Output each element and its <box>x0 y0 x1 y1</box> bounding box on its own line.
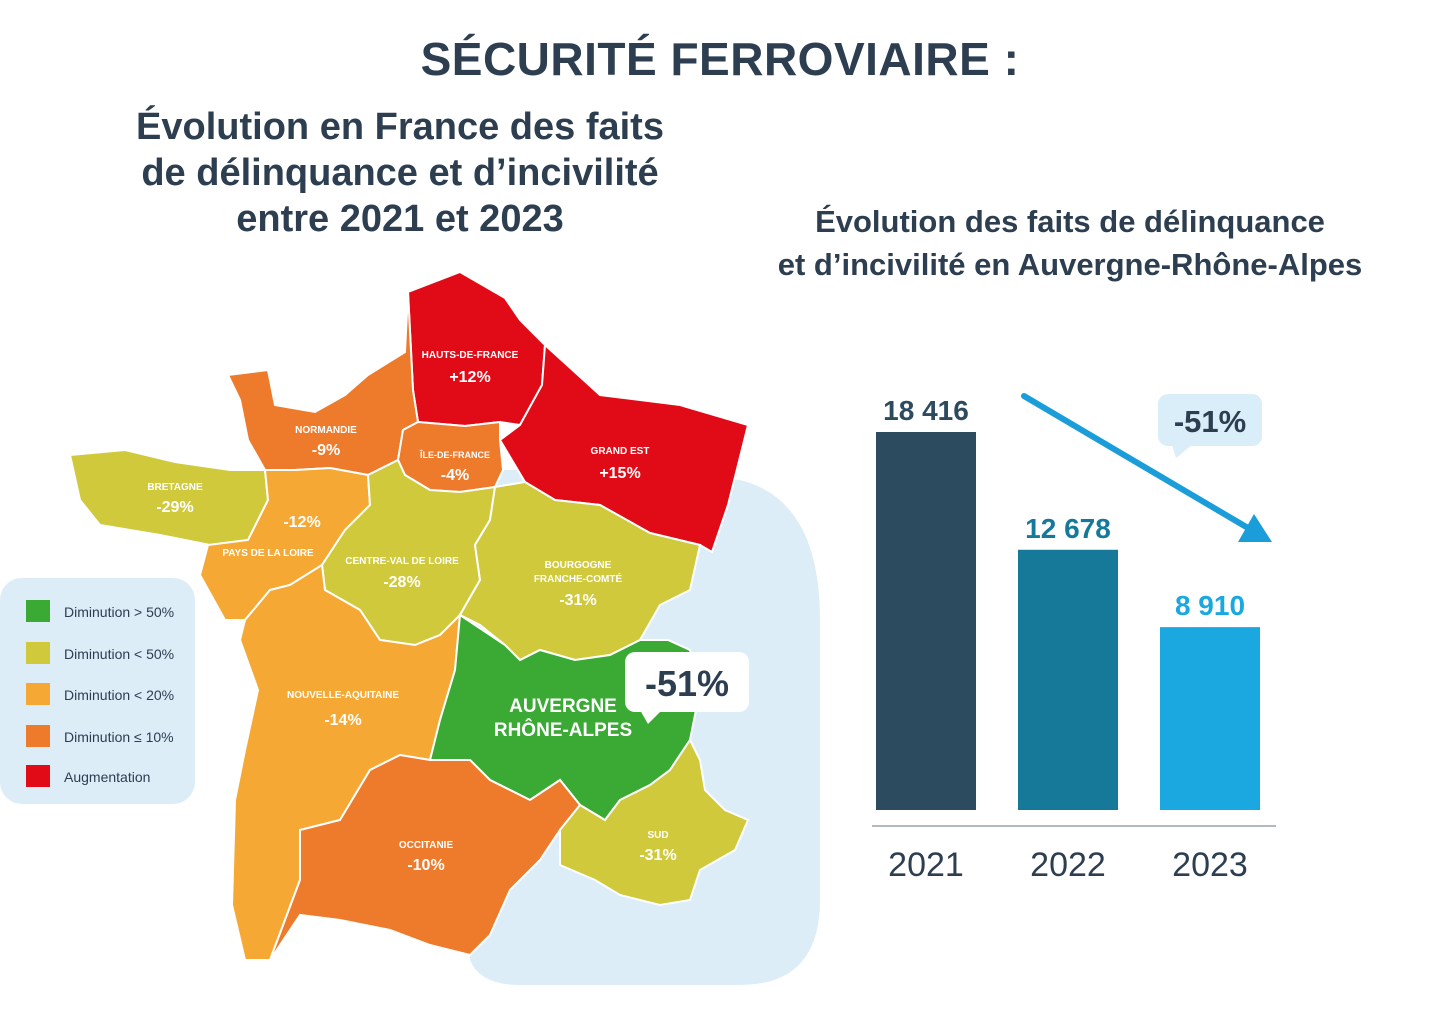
legend-swatch-2 <box>26 683 50 705</box>
map-callout-tail <box>640 710 662 724</box>
region-shape-occitanie <box>269 753 582 961</box>
legend-swatch-3 <box>26 725 50 747</box>
map-title-line-2: de délinquance et d’incivilité <box>141 152 659 194</box>
bar-value-label-2021: 18 416 <box>883 395 969 426</box>
region-shape-sud <box>559 738 750 907</box>
region-shape-hauts-de-france <box>406 270 547 428</box>
france-regions-map: HAUTS-DE-FRANCE +12% GRAND EST +15% NORM… <box>0 270 820 985</box>
x-tick-label-2021: 2021 <box>888 846 964 884</box>
trend-callout-text: -51% <box>1174 404 1246 439</box>
region-label-bourgogne: BOURGOGNE <box>545 560 612 571</box>
trend-callout: -51% <box>1158 394 1262 458</box>
map-title-line-1: Évolution en France des faits <box>136 106 664 148</box>
region-label-franche-comte: FRANCHE-COMTÉ <box>534 572 623 585</box>
region-value-bretagne: -29% <box>156 499 193 516</box>
region-label-ile-de-france: ÎLE-DE-FRANCE <box>419 449 490 460</box>
region-label-normandie: NORMANDIE <box>295 425 357 436</box>
map-legend: Diminution > 50% Diminution < 50% Diminu… <box>26 600 174 787</box>
region-value-bourgogne-franche-comte: -31% <box>559 592 596 609</box>
bar-marks: 18 416 12 678 8 910 <box>876 395 1260 810</box>
legend-label-4: Augmentation <box>64 769 150 785</box>
region-value-grand-est: +15% <box>599 465 640 482</box>
region-label-bretagne: BRETAGNE <box>147 482 203 493</box>
region-label-grand-est: GRAND EST <box>591 446 650 457</box>
region-label-hauts-de-france: HAUTS-DE-FRANCE <box>422 350 519 361</box>
bar-chart-title-line-1: Évolution des faits de délinquance <box>815 204 1325 239</box>
region-label-auvergne: AUVERGNE <box>509 696 617 717</box>
trend-callout-bubble <box>1158 394 1262 446</box>
legend-label-2: Diminution < 20% <box>64 687 174 703</box>
trend-arrow-head <box>1238 514 1272 542</box>
region-value-occitanie: -10% <box>407 857 444 874</box>
region-value-ile-de-france: -4% <box>441 467 469 484</box>
region-label-pays-de-la-loire: PAYS DE LA LOIRE <box>222 548 314 559</box>
main-title: SÉCURITÉ FERROVIAIRE : <box>420 33 1020 85</box>
trend-arrow-line <box>1021 393 1251 531</box>
region-value-centre-val-de-loire: -28% <box>383 574 420 591</box>
bar-2022 <box>1018 549 1118 810</box>
region-value-hauts-de-france: +12% <box>449 369 490 386</box>
region-label-nouvelle-aquitaine: NOUVELLE-AQUITAINE <box>287 690 399 701</box>
region-label-sud: SUD <box>647 830 668 841</box>
map-callout: -51% <box>625 652 749 724</box>
x-tick-label-2022: 2022 <box>1030 846 1106 884</box>
legend-label-0: Diminution > 50% <box>64 604 174 620</box>
region-value-pays-de-la-loire: -12% <box>283 514 320 531</box>
region-label-centre-val-de-loire: CENTRE-VAL DE LOIRE <box>345 556 459 567</box>
trend-callout-tail <box>1172 445 1192 458</box>
region-shape-bretagne <box>68 448 270 547</box>
region-label-rhone-alpes: RHÔNE-ALPES <box>494 719 632 741</box>
bar-value-label-2022: 12 678 <box>1025 513 1111 544</box>
region-value-sud: -31% <box>639 847 676 864</box>
legend-swatch-4 <box>26 765 50 787</box>
bar-chart: 18 416 12 678 8 910 -51% 2021 2022 2023 <box>872 393 1276 884</box>
region-value-nouvelle-aquitaine: -14% <box>324 712 361 729</box>
legend-label-3: Diminution ≤ 10% <box>64 729 174 745</box>
map-callout-bubble <box>625 652 749 712</box>
region-label-occitanie: OCCITANIE <box>399 840 454 851</box>
bar-chart-title: Évolution des faits de délinquance et d’… <box>700 200 1440 286</box>
trend-arrow <box>1021 393 1272 542</box>
map-callout-text: -51% <box>645 663 729 704</box>
legend-label-1: Diminution < 50% <box>64 646 174 662</box>
bar-value-label-2023: 8 910 <box>1175 590 1245 621</box>
bar-2021 <box>876 432 976 810</box>
legend-swatch-1 <box>26 642 50 664</box>
x-tick-label-2023: 2023 <box>1172 846 1248 884</box>
region-value-normandie: -9% <box>312 442 340 459</box>
map-title: Évolution en France des faits de délinqu… <box>80 104 720 242</box>
bar-2023 <box>1160 627 1260 810</box>
bar-chart-title-line-2: et d’incivilité en Auvergne-Rhône-Alpes <box>777 247 1363 282</box>
map-title-line-3: entre 2021 et 2023 <box>236 198 564 240</box>
legend-swatch-0 <box>26 600 50 622</box>
legend-background <box>0 578 195 804</box>
